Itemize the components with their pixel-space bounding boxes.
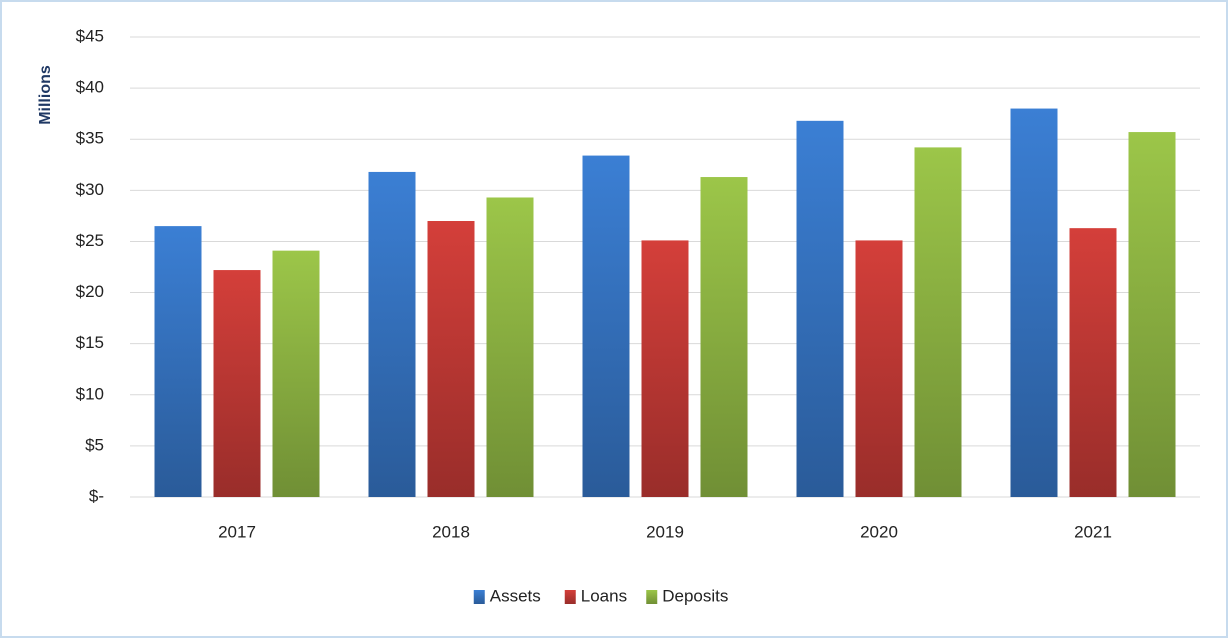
legend-swatch [564, 590, 576, 604]
x-tick-label: 2018 [432, 522, 470, 541]
bar [914, 147, 962, 497]
bar [154, 226, 202, 497]
y-tick-label: $5 [85, 435, 104, 454]
y-tick-label: $30 [76, 180, 104, 199]
bar [1128, 132, 1176, 498]
bar [700, 177, 748, 498]
bar [213, 270, 261, 497]
legend-swatch [646, 590, 658, 604]
bar [368, 171, 416, 497]
x-tick-label: 2019 [646, 522, 684, 541]
y-tick-label: $25 [76, 231, 104, 250]
legend-label: Assets [490, 586, 541, 605]
bar [1069, 228, 1117, 497]
bar [641, 240, 689, 497]
x-tick-label: 2020 [860, 522, 898, 541]
bar [427, 221, 475, 497]
bar [796, 120, 844, 498]
legend-label: Loans [581, 586, 627, 605]
legend-label: Deposits [662, 586, 728, 605]
x-tick-label: 2021 [1074, 522, 1112, 541]
y-tick-label: $10 [76, 384, 104, 403]
bar [272, 250, 320, 497]
y-tick-label: $35 [76, 129, 104, 148]
y-tick-label: $20 [76, 282, 104, 301]
bar [1010, 108, 1058, 498]
y-tick-label: $15 [76, 333, 104, 352]
y-tick-label: $40 [76, 78, 104, 97]
bar [855, 240, 903, 497]
y-axis-label: Millions [37, 65, 54, 125]
bar [486, 197, 534, 497]
bar [582, 155, 630, 498]
x-tick-label: 2017 [218, 522, 256, 541]
y-tick-label: $45 [76, 26, 104, 45]
y-tick-label: $- [89, 486, 104, 505]
legend-swatch [473, 590, 485, 604]
